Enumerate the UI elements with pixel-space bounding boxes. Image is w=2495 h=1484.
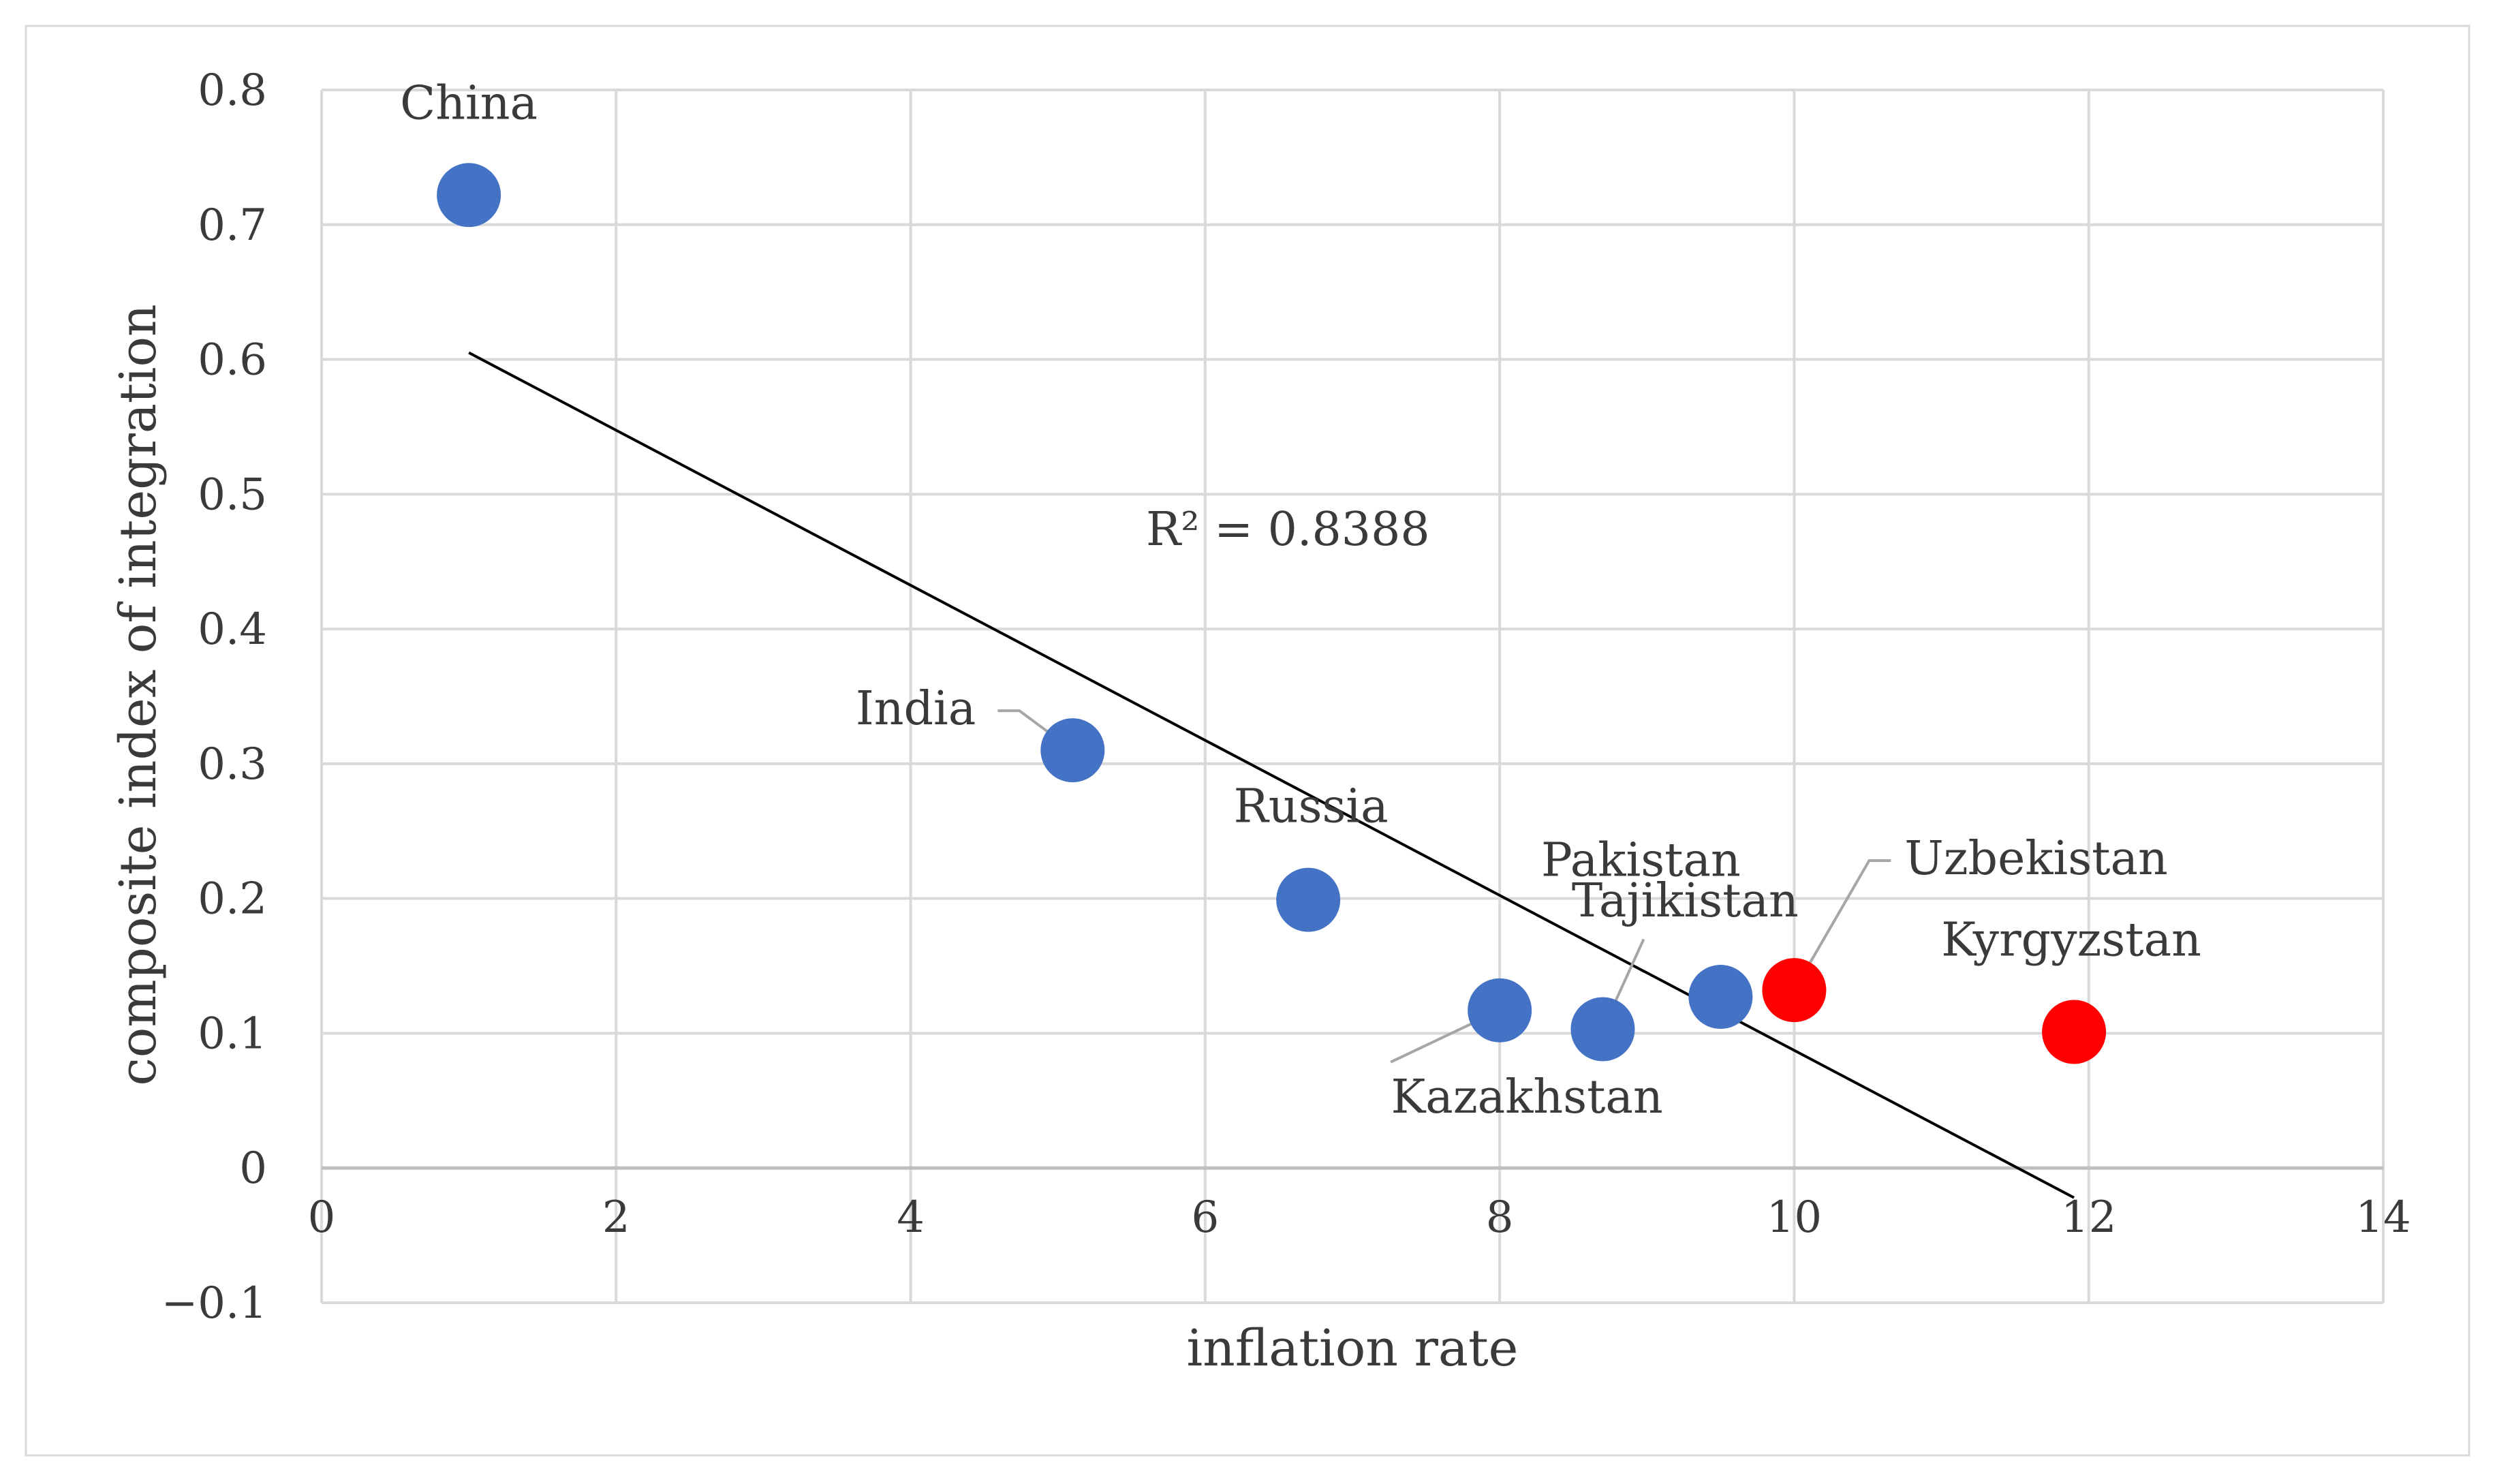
x-tick-label: 2 <box>602 1192 630 1243</box>
data-point <box>2042 1000 2107 1064</box>
data-label: Kazakhstan <box>1391 1070 1663 1124</box>
data-point <box>1040 718 1105 783</box>
data-point <box>1570 997 1635 1062</box>
y-tick-label: 0.6 <box>198 335 267 386</box>
x-tick-label: 10 <box>1767 1192 1822 1243</box>
y-tick-label: −0.1 <box>161 1278 267 1329</box>
y-tick-label: 0.1 <box>198 1008 267 1059</box>
y-tick-label: 0.4 <box>198 604 267 655</box>
y-tick-label: 0.5 <box>198 469 267 520</box>
figure-frame <box>25 25 2470 1457</box>
y-tick-label: 0 <box>239 1143 267 1194</box>
y-axis-title: composite index of integration <box>109 304 168 1085</box>
r-squared-label: R² = 0.8388 <box>1146 503 1430 557</box>
data-label: China <box>400 76 538 130</box>
x-tick-label: 6 <box>1191 1192 1219 1243</box>
data-point <box>437 163 501 228</box>
data-label: India <box>856 682 976 736</box>
data-label: Kyrgyzstan <box>1941 913 2201 967</box>
data-label: Russia <box>1234 780 1389 834</box>
data-label: Pakistan <box>1541 834 1741 888</box>
y-tick-label: 0.3 <box>198 739 267 790</box>
x-tick-label: 4 <box>897 1192 925 1243</box>
leader-line <box>1793 859 1891 991</box>
data-point <box>1762 958 1827 1023</box>
x-tick-label: 0 <box>308 1192 336 1243</box>
y-tick-label: 0.7 <box>198 200 267 251</box>
x-tick-label: 14 <box>2355 1192 2411 1243</box>
y-tick-label: 0.8 <box>198 65 267 116</box>
data-point <box>1688 965 1753 1030</box>
y-tick-label: 0.2 <box>198 874 267 925</box>
x-tick-label: 12 <box>2061 1192 2116 1243</box>
data-point <box>1276 867 1341 932</box>
x-tick-label: 8 <box>1486 1192 1514 1243</box>
trendline <box>468 351 2075 1199</box>
data-label: Uzbekistan <box>1904 832 2167 886</box>
data-point <box>1468 978 1532 1042</box>
x-axis-title: inflation rate <box>1187 1319 1519 1378</box>
data-label: Tajikistan <box>1572 874 1799 928</box>
